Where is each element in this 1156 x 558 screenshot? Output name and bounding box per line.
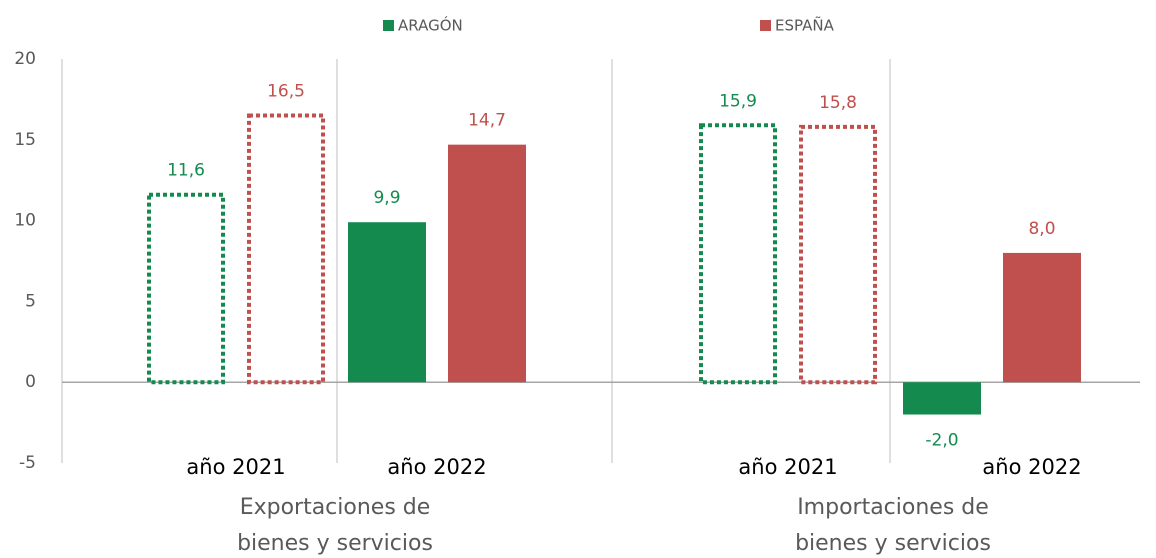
- bar: [348, 222, 426, 383]
- value-label: 16,5: [267, 82, 305, 102]
- bar: [799, 124, 877, 385]
- x-tick-label: año 2022: [387, 455, 486, 479]
- legend-swatch: [383, 20, 394, 31]
- value-label: 15,9: [719, 91, 757, 111]
- legend-label: ESPAÑA: [775, 16, 835, 35]
- legend-swatch: [760, 20, 771, 31]
- value-label: 9,9: [373, 188, 400, 208]
- bar: [699, 123, 777, 385]
- x-tick-label: año 2021: [738, 455, 837, 479]
- bar: [903, 382, 981, 415]
- value-label: 8,0: [1028, 219, 1055, 239]
- group-label: Importaciones de bienes y servicios: [795, 495, 991, 556]
- y-tick-label: 0: [25, 372, 36, 392]
- legend-label: ARAGÓN: [398, 16, 463, 35]
- bar: [1003, 252, 1081, 383]
- value-label: -2,0: [925, 431, 958, 451]
- value-label: 14,7: [468, 111, 506, 131]
- group-label: Exportaciones de bienes y servicios: [237, 495, 433, 556]
- y-tick-label: 15: [14, 130, 36, 150]
- bar: [247, 113, 325, 385]
- y-tick-label: 10: [14, 211, 36, 231]
- bar: [147, 192, 225, 385]
- bar: [448, 144, 526, 383]
- x-tick-label: año 2022: [982, 455, 1081, 479]
- x-tick-label: año 2021: [186, 455, 285, 479]
- y-tick-label: 5: [25, 291, 36, 311]
- value-label: 15,8: [819, 93, 857, 113]
- y-tick-label: -5: [19, 453, 36, 473]
- value-label: 11,6: [167, 161, 205, 181]
- y-tick-label: 20: [14, 49, 36, 69]
